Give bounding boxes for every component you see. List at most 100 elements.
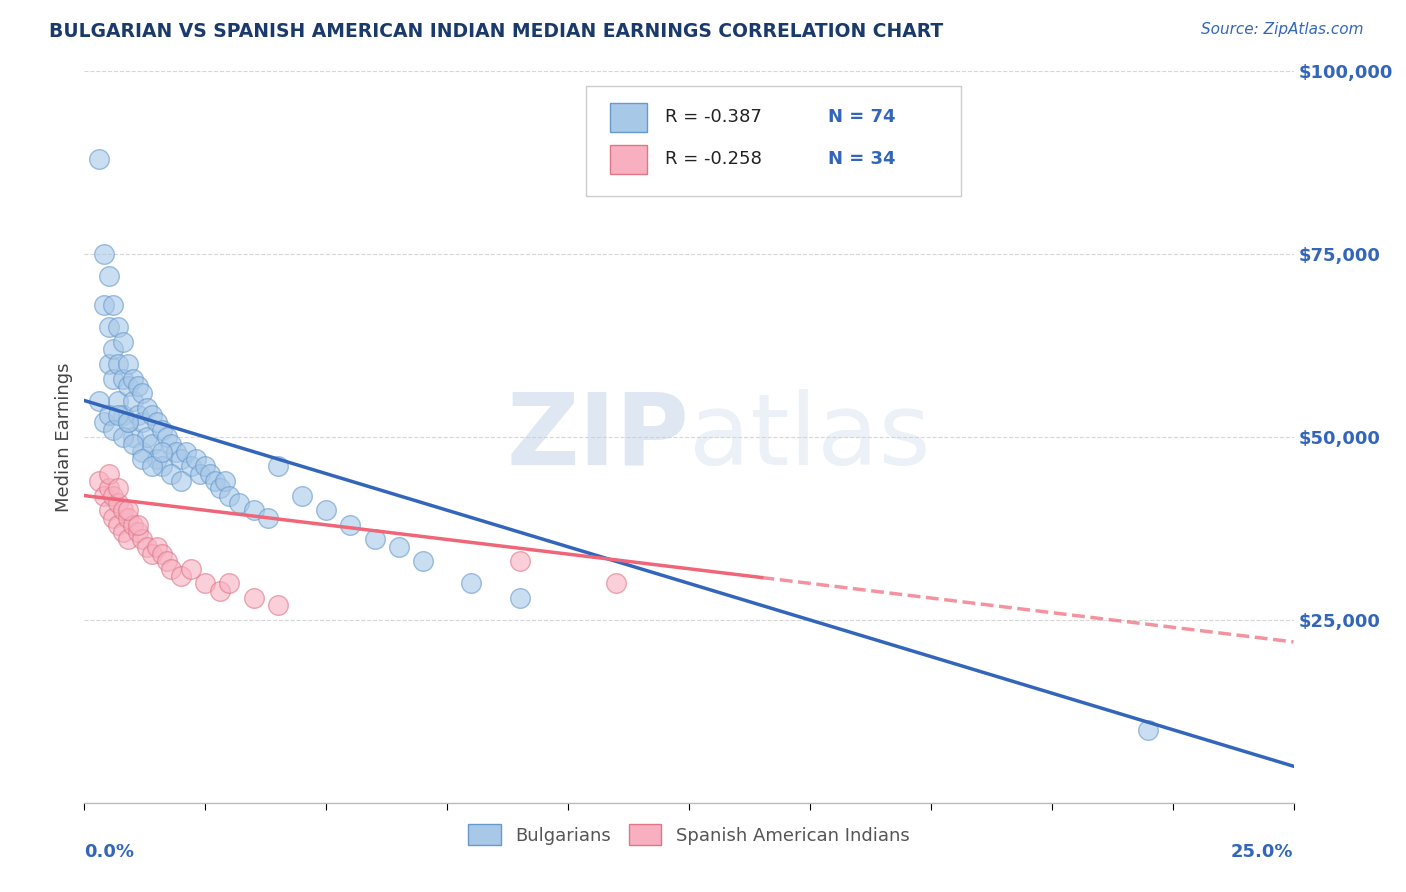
Text: BULGARIAN VS SPANISH AMERICAN INDIAN MEDIAN EARNINGS CORRELATION CHART: BULGARIAN VS SPANISH AMERICAN INDIAN MED… — [49, 22, 943, 41]
Point — [165, 444, 187, 458]
Point — [107, 320, 129, 334]
Point — [127, 408, 149, 422]
Point — [117, 416, 139, 430]
Y-axis label: Median Earnings: Median Earnings — [55, 362, 73, 512]
Point — [131, 416, 153, 430]
Point — [112, 334, 135, 349]
Point — [388, 540, 411, 554]
Point — [291, 489, 314, 503]
Text: 0.0%: 0.0% — [84, 843, 135, 861]
Point — [117, 503, 139, 517]
Point — [121, 393, 143, 408]
Point — [267, 459, 290, 474]
Point — [257, 510, 280, 524]
Point — [127, 525, 149, 540]
Point — [141, 547, 163, 561]
Point — [136, 540, 159, 554]
Point — [107, 481, 129, 495]
Point — [194, 459, 217, 474]
Point — [103, 510, 125, 524]
Point — [112, 503, 135, 517]
Point — [112, 408, 135, 422]
Point — [127, 517, 149, 532]
Text: N = 34: N = 34 — [828, 150, 896, 168]
Point — [180, 459, 202, 474]
Point — [131, 444, 153, 458]
Point — [103, 489, 125, 503]
Point — [315, 503, 337, 517]
Point — [208, 583, 231, 598]
Text: atlas: atlas — [689, 389, 931, 485]
Point — [121, 517, 143, 532]
Point — [141, 437, 163, 451]
Point — [112, 525, 135, 540]
Point — [87, 152, 110, 166]
Point — [131, 452, 153, 467]
Point — [208, 481, 231, 495]
Point — [155, 430, 177, 444]
Point — [267, 599, 290, 613]
Point — [117, 379, 139, 393]
Point — [198, 467, 221, 481]
Text: N = 74: N = 74 — [828, 109, 896, 127]
Point — [97, 467, 120, 481]
Point — [339, 517, 361, 532]
Point — [93, 416, 115, 430]
Point — [136, 430, 159, 444]
Point — [97, 320, 120, 334]
Point — [97, 269, 120, 284]
Point — [93, 489, 115, 503]
Point — [103, 371, 125, 385]
Point — [87, 393, 110, 408]
Point — [170, 474, 193, 488]
Point — [117, 357, 139, 371]
Point — [131, 386, 153, 401]
Point — [136, 401, 159, 415]
Point — [93, 298, 115, 312]
Point — [117, 510, 139, 524]
Point — [155, 554, 177, 568]
Text: ZIP: ZIP — [506, 389, 689, 485]
Point — [103, 423, 125, 437]
Point — [460, 576, 482, 591]
Point — [605, 576, 627, 591]
Point — [170, 452, 193, 467]
Point — [87, 474, 110, 488]
Point — [150, 547, 173, 561]
Point — [174, 444, 197, 458]
Text: Source: ZipAtlas.com: Source: ZipAtlas.com — [1201, 22, 1364, 37]
Point — [412, 554, 434, 568]
Point — [160, 467, 183, 481]
Point — [228, 496, 250, 510]
Point — [97, 408, 120, 422]
Point — [103, 298, 125, 312]
Point — [112, 430, 135, 444]
Point — [141, 459, 163, 474]
Point — [97, 503, 120, 517]
Point — [107, 393, 129, 408]
Point — [112, 371, 135, 385]
Point — [103, 343, 125, 357]
Point — [160, 437, 183, 451]
Point — [121, 371, 143, 385]
Point — [242, 591, 264, 605]
Point — [131, 533, 153, 547]
Point — [117, 533, 139, 547]
Point — [150, 444, 173, 458]
Point — [363, 533, 385, 547]
Point — [509, 591, 531, 605]
FancyBboxPatch shape — [610, 145, 647, 174]
Point — [121, 430, 143, 444]
Point — [150, 423, 173, 437]
Point — [242, 503, 264, 517]
Point — [146, 540, 169, 554]
Point — [218, 489, 240, 503]
Point — [93, 247, 115, 261]
Point — [146, 416, 169, 430]
Point — [107, 517, 129, 532]
Point — [97, 481, 120, 495]
FancyBboxPatch shape — [586, 86, 962, 195]
Point — [194, 576, 217, 591]
Text: 25.0%: 25.0% — [1232, 843, 1294, 861]
Legend: Bulgarians, Spanish American Indians: Bulgarians, Spanish American Indians — [461, 817, 917, 852]
